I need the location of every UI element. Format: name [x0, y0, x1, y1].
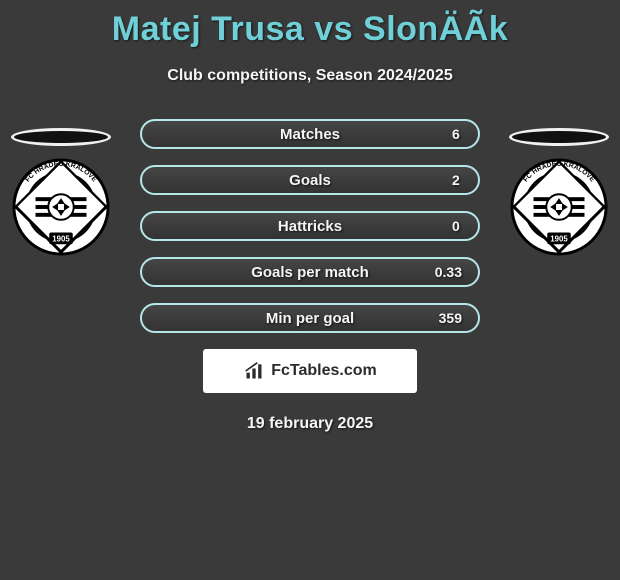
club-crest-right-svg: FC HRADEC KRÁLOVÉ 1905	[510, 158, 608, 256]
stat-label: Hattricks	[142, 218, 478, 235]
source-badge-text: FcTables.com	[271, 362, 377, 380]
stat-label: Goals	[142, 172, 478, 189]
stat-label: Matches	[142, 126, 478, 143]
crest-year-left: 1905	[52, 234, 70, 243]
stats-pills: Matches 6 Goals 2 Hattricks 0 Goals per …	[140, 119, 480, 333]
page-subtitle: Club competitions, Season 2024/2025	[0, 67, 620, 85]
crest-year-right: 1905	[550, 234, 568, 243]
stat-row: Goals 2	[140, 165, 480, 195]
stat-right-value: 2	[452, 172, 462, 188]
stat-right-value: 0	[452, 218, 462, 234]
player-right-silhouette	[509, 128, 609, 146]
snapshot-date: 19 february 2025	[0, 415, 620, 433]
page-title: Matej Trusa vs SlonÄÃk	[0, 0, 620, 49]
player-left-silhouette	[11, 128, 111, 146]
stat-row: Min per goal 359	[140, 303, 480, 333]
player-left-column: FC HRADEC KRÁLOVÉ 1905	[6, 119, 116, 261]
stat-label: Min per goal	[142, 310, 478, 327]
stat-row: Matches 6	[140, 119, 480, 149]
source-badge[interactable]: FcTables.com	[203, 349, 417, 393]
stat-right-value: 0.33	[435, 264, 462, 280]
comparison-block: FC HRADEC KRÁLOVÉ 1905	[0, 119, 620, 333]
stat-right-value: 359	[439, 310, 462, 326]
club-crest-left: FC HRADEC KRÁLOVÉ 1905	[12, 158, 110, 261]
club-crest-left-svg: FC HRADEC KRÁLOVÉ 1905	[12, 158, 110, 256]
club-crest-right: FC HRADEC KRÁLOVÉ 1905	[510, 158, 608, 261]
bar-chart-icon	[243, 361, 265, 381]
stat-label: Goals per match	[142, 264, 478, 281]
stat-row: Hattricks 0	[140, 211, 480, 241]
stat-right-value: 6	[452, 126, 462, 142]
stat-row: Goals per match 0.33	[140, 257, 480, 287]
player-right-column: FC HRADEC KRÁLOVÉ 1905	[504, 119, 614, 261]
